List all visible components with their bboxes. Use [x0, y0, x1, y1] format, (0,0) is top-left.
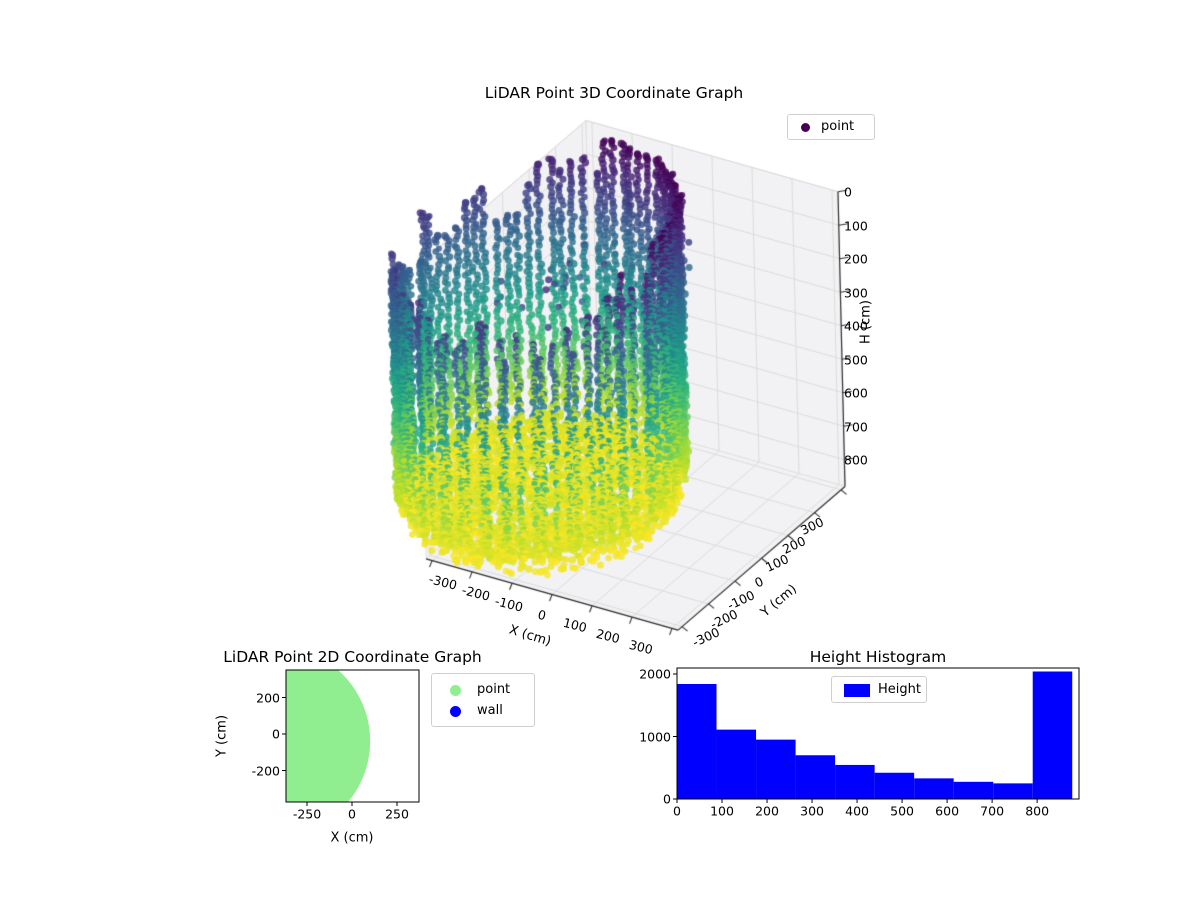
hist-bar — [1032, 671, 1073, 799]
hist-bar — [914, 778, 954, 799]
hist-y-tick: 2000 — [639, 666, 671, 682]
hist-bar — [756, 739, 796, 799]
point-region — [286, 670, 371, 802]
hist-y-tick: 1000 — [639, 729, 671, 744]
hist-x-tick: 0 — [673, 803, 681, 819]
hist-x-tick: 800 — [1025, 803, 1050, 819]
hist-x-tick: 600 — [935, 803, 960, 819]
hist-y-tick: 0 — [663, 791, 671, 807]
plot2d-xlabel: X (cm) — [330, 830, 374, 846]
hist-bar — [677, 684, 717, 799]
point-legend-dot — [801, 123, 810, 132]
hist-bar — [993, 783, 1033, 799]
plot3d-title: LiDAR Point 3D Coordinate Graph — [484, 84, 744, 102]
plot3d-z-tick: 400 — [844, 318, 868, 334]
hist-bar — [716, 729, 757, 799]
plot2d-legend-wall-label: wall — [477, 703, 503, 718]
plot3d-z-tick: 500 — [844, 352, 868, 367]
plot3d-legend: point — [787, 114, 875, 140]
hist-x-tick: 700 — [980, 803, 1005, 819]
hist-bar — [795, 755, 836, 799]
plot2d-x-tick: -250 — [292, 806, 322, 822]
plot3d-z-tick: 700 — [844, 419, 868, 434]
hist-bar — [835, 764, 875, 799]
plot2d-legend-point-label: point — [477, 682, 511, 697]
plot3d-z-tick: 600 — [844, 385, 868, 401]
plot2d-y-tick: 200 — [256, 690, 280, 705]
plot3d-z-tick: 300 — [844, 285, 868, 300]
plot3d-z-tick: 0 — [844, 184, 852, 200]
plot3d-legend-label: point — [821, 119, 855, 134]
plot3d-z-tick: 200 — [844, 251, 868, 267]
plot2d-title: LiDAR Point 2D Coordinate Graph — [223, 648, 482, 666]
point-2d-legend-dot — [450, 685, 461, 696]
plot2d-ylabel: Y (cm) — [214, 714, 230, 758]
hist-bar — [874, 772, 915, 799]
height-legend-patch — [844, 684, 870, 697]
plot2d-y-tick: -200 — [251, 763, 280, 778]
hist-legend-label: Height — [878, 682, 921, 697]
plot2d-legend: point wall — [431, 673, 535, 727]
hist-legend: Height — [831, 676, 927, 703]
hist-x-tick: 400 — [845, 803, 869, 819]
hist-axes-box — [676, 667, 1080, 800]
hist-x-tick: 300 — [800, 803, 824, 819]
wall-legend-dot — [450, 706, 461, 717]
plot3d-z-tick: 100 — [844, 218, 868, 233]
plot2d-y-tick: 0 — [272, 726, 280, 742]
plot2d-x-tick: 0 — [348, 806, 356, 822]
plot2d-x-tick: 250 — [385, 806, 409, 822]
hist-title: Height Histogram — [809, 648, 947, 666]
hist-x-tick: 100 — [710, 803, 734, 819]
plot3d-z-tick: 800 — [844, 452, 868, 468]
hist-x-tick: 200 — [755, 803, 779, 819]
hist-bar — [953, 781, 994, 799]
hist-x-tick: 500 — [890, 803, 915, 819]
